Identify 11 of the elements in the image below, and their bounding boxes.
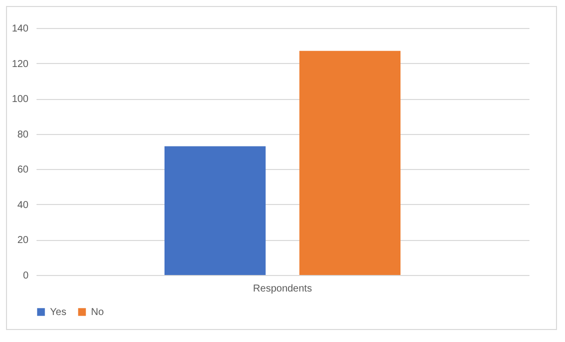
legend-label: No	[91, 307, 104, 318]
y-tick-label: 140	[12, 24, 29, 34]
legend-label: Yes	[50, 307, 66, 318]
x-tick-label: Respondents	[253, 284, 312, 294]
y-tick-label: 80	[17, 129, 29, 140]
y-tick-label: 40	[17, 200, 29, 211]
y-tick-label: 20	[17, 235, 29, 246]
y-tick-label: 60	[17, 164, 29, 176]
y-tick-label: 120	[12, 58, 29, 70]
y-tick-label: 100	[12, 94, 29, 106]
y-tick-label: 0	[22, 270, 29, 282]
